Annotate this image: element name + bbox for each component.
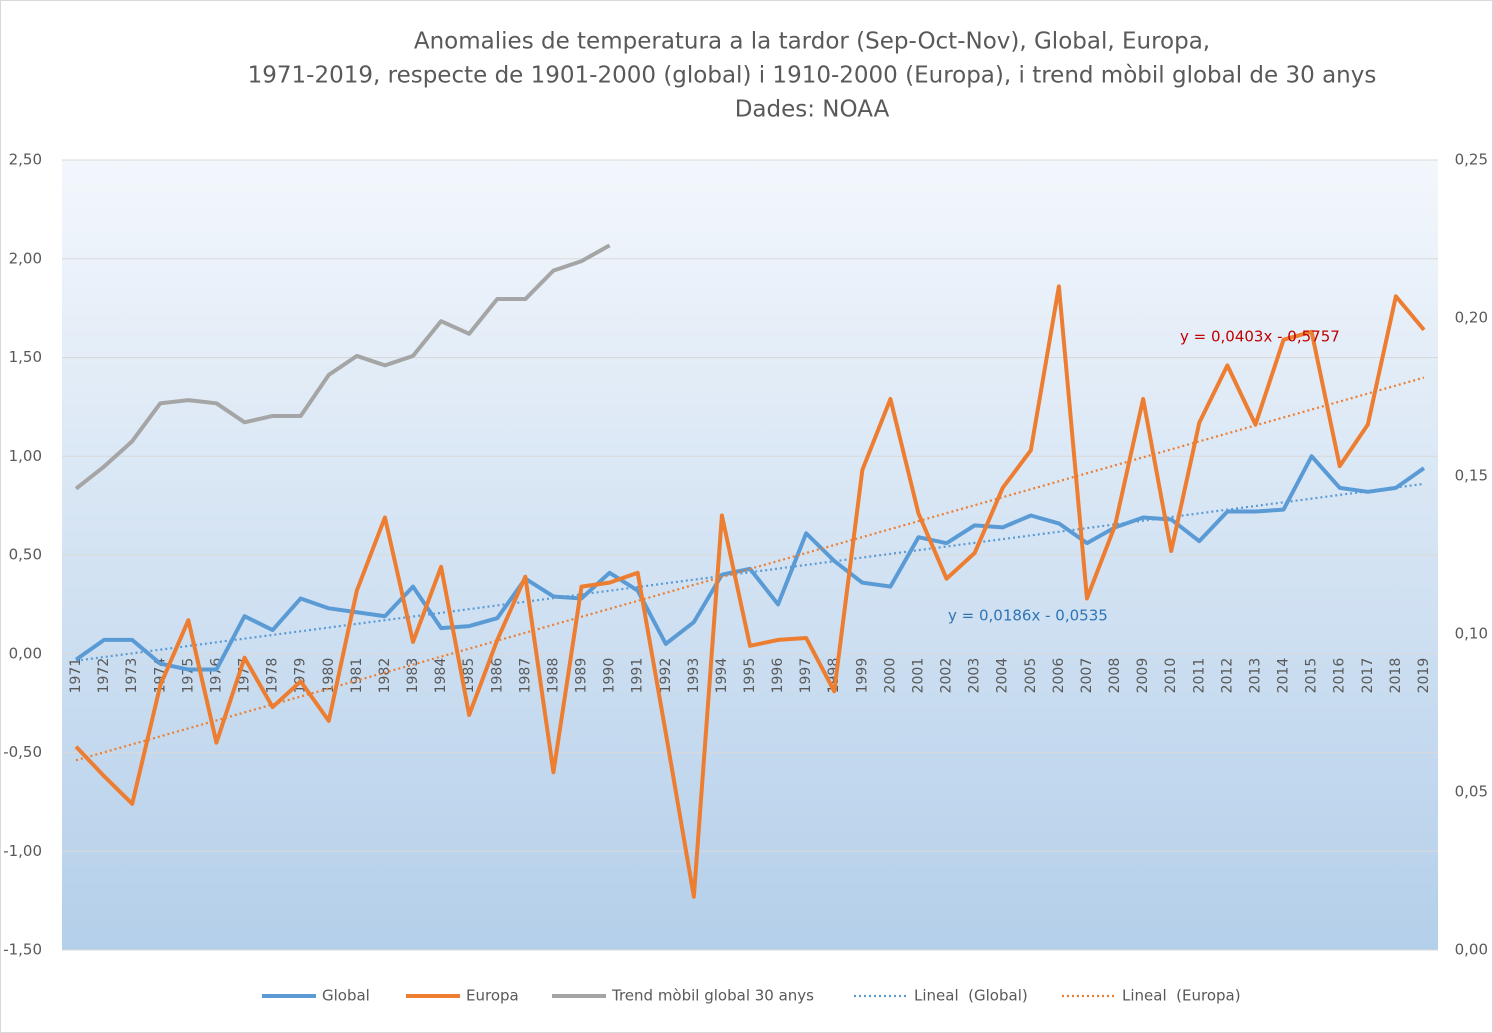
x-tick-label: 1991 — [630, 658, 646, 694]
chart-title: 1971-2019, respecte de 1901-2000 (global… — [248, 63, 1377, 89]
trendline-equation: y = 0,0186x - 0,0535 — [948, 607, 1108, 625]
x-tick-label: 1999 — [854, 658, 870, 694]
x-tick-label: 2017 — [1360, 658, 1376, 694]
x-tick-label: 2008 — [1107, 658, 1123, 694]
x-tick-label: 1993 — [686, 658, 702, 694]
x-tick-label: 2007 — [1079, 658, 1095, 694]
x-tick-label: 1992 — [658, 658, 674, 694]
y-tick-label: 2,00 — [9, 249, 42, 267]
x-tick-label: 2013 — [1247, 658, 1263, 694]
x-tick-label: 1976 — [208, 658, 224, 694]
legend-label: Lineal (Global) — [914, 987, 1028, 1005]
x-tick-label: 2005 — [1023, 658, 1039, 694]
series-line — [74, 284, 1426, 899]
x-tick-label: 2003 — [967, 658, 983, 694]
legend-label: Trend mòbil global 30 anys — [611, 987, 814, 1005]
x-tick-label: 1987 — [517, 658, 533, 694]
x-tick-label: 2001 — [910, 658, 926, 694]
y2-tick-label: 0,05 — [1455, 783, 1488, 801]
trendline — [75, 482, 1425, 662]
chart-title: Dades: NOAA — [735, 97, 890, 123]
x-tick-label: 2018 — [1388, 658, 1404, 694]
x-tick-label: 1981 — [349, 658, 365, 694]
trendline — [75, 376, 1425, 762]
x-tick-label: 1990 — [602, 658, 618, 694]
legend-label: Europa — [466, 987, 519, 1005]
x-tick-label: 1997 — [798, 658, 814, 694]
y2-tick-label: 0,20 — [1455, 309, 1488, 327]
x-tick-label: 2004 — [995, 658, 1011, 694]
legend-label: Lineal (Europa) — [1122, 987, 1241, 1005]
x-tick-label: 1971 — [68, 658, 84, 694]
y-tick-label: 1,50 — [9, 348, 42, 366]
x-tick-label: 1973 — [124, 658, 140, 694]
series-line — [74, 243, 611, 491]
y2-tick-label: 0,00 — [1455, 941, 1488, 959]
legend-label: Global — [322, 987, 370, 1005]
x-tick-label: 2010 — [1163, 658, 1179, 694]
x-tick-label: 1975 — [180, 658, 196, 694]
y2-tick-label: 0,10 — [1455, 625, 1488, 643]
chart-title: Anomalies de temperatura a la tardor (Se… — [414, 29, 1210, 55]
x-tick-label: 2014 — [1276, 658, 1292, 694]
y-tick-label: 2,50 — [9, 151, 42, 169]
y-tick-label: 1,00 — [9, 447, 42, 465]
y-tick-label: -1,50 — [3, 941, 42, 959]
x-tick-label: 1980 — [321, 658, 337, 694]
x-tick-label: 1986 — [489, 658, 505, 694]
x-tick-label: 1988 — [545, 658, 561, 694]
x-tick-label: 2002 — [939, 658, 955, 694]
x-tick-label: 1996 — [770, 658, 786, 694]
x-tick-label: 2009 — [1135, 658, 1151, 694]
y2-tick-label: 0,25 — [1455, 151, 1488, 169]
x-tick-label: 2016 — [1332, 658, 1348, 694]
x-tick-label: 1974 — [152, 658, 168, 694]
y-tick-label: 0,00 — [9, 644, 42, 662]
x-tick-label: 2006 — [1051, 658, 1067, 694]
y-tick-label: -0,50 — [3, 743, 42, 761]
y-tick-label: -1,00 — [3, 842, 42, 860]
x-tick-label: 1989 — [574, 658, 590, 694]
x-tick-label: 2019 — [1416, 658, 1432, 694]
x-tick-label: 1994 — [714, 658, 730, 694]
y2-tick-label: 0,15 — [1455, 467, 1488, 485]
x-tick-label: 2000 — [882, 658, 898, 694]
x-tick-label: 1995 — [742, 658, 758, 694]
x-tick-label: 1978 — [265, 658, 281, 694]
x-tick-label: 1972 — [96, 658, 112, 694]
x-tick-label: 1982 — [377, 658, 393, 694]
x-tick-label: 2012 — [1219, 658, 1235, 694]
y-tick-label: 0,50 — [9, 546, 42, 564]
x-tick-label: 2011 — [1191, 658, 1207, 694]
x-tick-label: 1984 — [433, 658, 449, 694]
x-tick-label: 2015 — [1304, 658, 1320, 694]
trendline-equation: y = 0,0403x - 0,5757 — [1180, 328, 1340, 346]
